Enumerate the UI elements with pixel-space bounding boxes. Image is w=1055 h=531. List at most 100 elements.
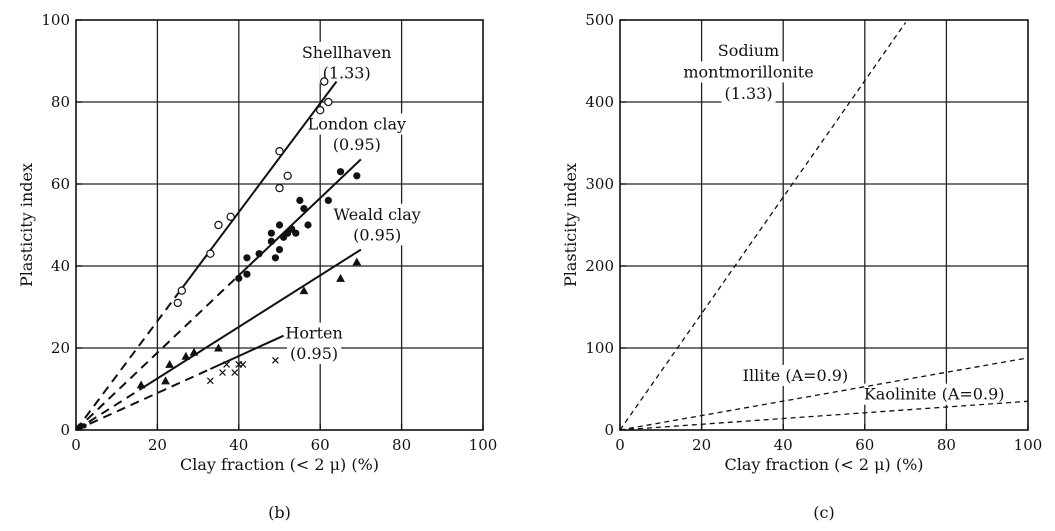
x-tick-label: 0 bbox=[615, 436, 625, 454]
data-point-weald-clay bbox=[214, 343, 223, 352]
annotation-label: Kaolinite (A=0.9) bbox=[864, 385, 1005, 404]
annotation-label: London clay bbox=[308, 115, 406, 134]
data-point-shellhaven bbox=[316, 105, 325, 115]
y-tick-label: 0 bbox=[60, 421, 70, 439]
data-point-london-clay bbox=[336, 168, 345, 176]
data-point-horten bbox=[223, 360, 231, 368]
data-point-london-clay bbox=[255, 250, 263, 258]
y-tick-label: 100 bbox=[585, 339, 614, 357]
x-tick-label: 60 bbox=[311, 436, 330, 454]
y-tick-label: 40 bbox=[51, 257, 70, 275]
data-point-shellhaven bbox=[324, 97, 333, 107]
data-point-shellhaven bbox=[226, 212, 235, 221]
data-point-london-clay bbox=[296, 196, 304, 204]
x-tick-label: 40 bbox=[774, 436, 793, 454]
annotation-background bbox=[860, 383, 1008, 405]
fit-line-dashed-london-clay bbox=[75, 274, 240, 431]
annotation-background bbox=[329, 134, 384, 156]
fit-line-solid-shellhaven bbox=[176, 80, 338, 295]
data-point-london-clay bbox=[275, 221, 284, 229]
data-point-london-clay bbox=[243, 270, 251, 278]
annotation-label: Shellhaven bbox=[302, 43, 392, 62]
y-tick-label: 0 bbox=[604, 421, 614, 439]
annotation-label: Horten bbox=[285, 324, 342, 343]
data-point-weald-clay bbox=[352, 257, 362, 266]
data-point-horten bbox=[206, 377, 214, 385]
x-tick-label: 20 bbox=[148, 436, 167, 454]
y-tick-label: 500 bbox=[585, 11, 614, 29]
chart-panel-c: Sodium montmorillonite (1.33) Illite (A=0.9… bbox=[561, 11, 1042, 522]
y-tick-label: 200 bbox=[585, 257, 614, 275]
y-tick-label: 100 bbox=[41, 11, 70, 29]
annotation-background bbox=[739, 364, 852, 386]
fit-line-dashed-horten bbox=[75, 368, 211, 431]
panel-label: (c) bbox=[813, 503, 834, 522]
data-point-shellhaven bbox=[275, 146, 284, 156]
annotation-label: (1.33) bbox=[323, 63, 371, 82]
annotation-label: Sodium bbox=[718, 41, 779, 60]
fit-line-solid-weald-clay bbox=[140, 248, 362, 390]
data-point-london-clay bbox=[235, 274, 243, 282]
data-point-shellhaven bbox=[214, 220, 223, 230]
y-axis-label: Plasticity index bbox=[17, 163, 36, 287]
data-point-weald-clay bbox=[136, 380, 146, 389]
data-point-shellhaven bbox=[320, 77, 329, 86]
data-point-weald-clay bbox=[181, 351, 191, 360]
annotation-label: (0.95) bbox=[353, 225, 401, 244]
chart-panel-b: Shellhaven(1.33)London clay(0.95)Weald c… bbox=[17, 11, 497, 522]
fit-line-solid-horten bbox=[209, 334, 284, 370]
series-line-sodium-montmorillonite bbox=[619, 22, 907, 431]
y-tick-label: 300 bbox=[585, 175, 614, 193]
annotation-label: (1.33) bbox=[724, 84, 772, 103]
data-point-origin bbox=[81, 423, 87, 429]
x-tick-label: 100 bbox=[469, 436, 498, 454]
data-point-london-clay bbox=[324, 196, 332, 204]
data-point-london-clay bbox=[275, 246, 284, 254]
data-point-london-clay bbox=[243, 254, 251, 262]
x-tick-label: 40 bbox=[229, 436, 248, 454]
data-point-london-clay bbox=[304, 221, 312, 229]
panel-label: (b) bbox=[268, 503, 291, 522]
annotation-background bbox=[298, 41, 395, 63]
x-axis-label: Clay fraction (< 2 μ) (%) bbox=[180, 455, 379, 474]
series-line-illite bbox=[619, 357, 1029, 431]
annotation-label: Weald clay bbox=[334, 205, 421, 224]
series-line-kaolinite bbox=[619, 400, 1029, 431]
y-tick-label: 60 bbox=[51, 175, 70, 193]
annotation-background bbox=[721, 82, 776, 104]
annotation-background bbox=[680, 61, 817, 83]
annotation-background bbox=[287, 343, 342, 365]
y-tick-label: 20 bbox=[51, 339, 70, 357]
data-point-shellhaven bbox=[206, 249, 215, 258]
data-point-london-clay bbox=[271, 254, 280, 262]
y-axis-label: Plasticity index bbox=[561, 163, 580, 287]
x-tick-label: 0 bbox=[71, 436, 81, 454]
data-point-weald-clay bbox=[165, 360, 175, 368]
data-point-london-clay bbox=[267, 237, 275, 245]
data-point-shellhaven bbox=[275, 183, 284, 193]
x-tick-label: 100 bbox=[1014, 436, 1043, 454]
data-point-london-clay bbox=[300, 205, 308, 213]
data-point-horten bbox=[219, 369, 226, 377]
fit-line-dashed-shellhaven bbox=[75, 293, 179, 431]
annotation-background bbox=[330, 203, 424, 225]
annotation-label: (0.95) bbox=[333, 135, 381, 154]
data-point-london-clay bbox=[353, 172, 361, 180]
fit-line-dashed-weald-clay bbox=[75, 387, 142, 431]
data-point-horten bbox=[272, 356, 279, 364]
data-point-weald-clay bbox=[336, 273, 345, 282]
annotation-background bbox=[304, 113, 410, 135]
data-point-origin bbox=[77, 425, 83, 431]
annotation-background bbox=[350, 224, 405, 246]
x-tick-label: 80 bbox=[392, 436, 411, 454]
x-axis-label: Clay fraction (< 2 μ) (%) bbox=[724, 455, 923, 474]
x-tick-label: 20 bbox=[692, 436, 711, 454]
y-tick-label: 400 bbox=[585, 93, 614, 111]
plot-frame bbox=[619, 19, 1029, 431]
annotation-background bbox=[282, 322, 346, 344]
annotation-background bbox=[714, 40, 783, 62]
annotation-background bbox=[319, 62, 374, 84]
data-point-weald-clay bbox=[161, 376, 170, 385]
data-point-horten bbox=[239, 360, 247, 368]
